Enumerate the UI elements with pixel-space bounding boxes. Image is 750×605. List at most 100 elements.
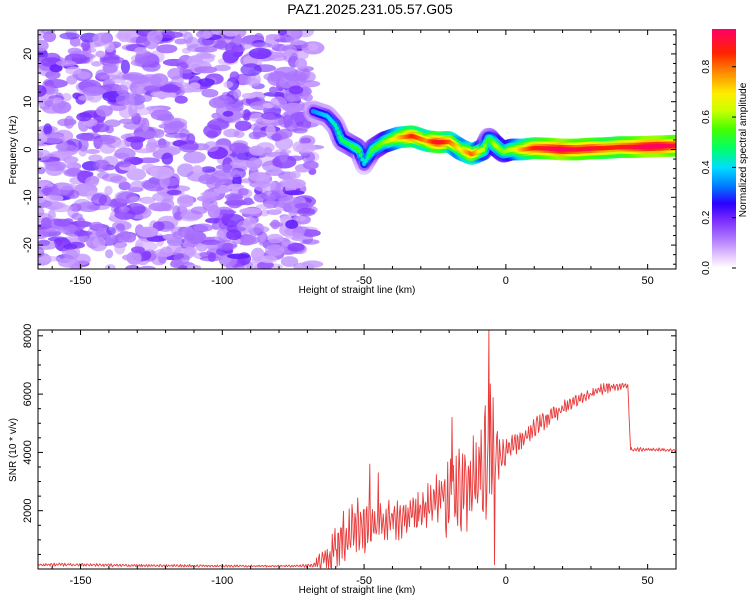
noise-blob <box>263 72 284 82</box>
y-tick-label: 6000 <box>22 382 34 406</box>
noise-blob <box>226 229 242 241</box>
noise-blob <box>137 157 160 164</box>
noise-blob <box>54 151 72 158</box>
noise-blob <box>284 190 305 196</box>
noise-blob <box>76 112 92 122</box>
noise-blob <box>125 203 146 215</box>
noise-blob <box>258 241 275 247</box>
noise-blob <box>41 133 65 144</box>
noise-blob <box>157 146 181 156</box>
noise-blob <box>159 31 184 39</box>
noise-blob <box>48 190 70 196</box>
noise-blob <box>51 100 72 114</box>
noise-blob <box>73 198 92 210</box>
ridge-segment <box>336 130 341 136</box>
noise-blob <box>95 50 106 58</box>
noise-blob <box>271 133 282 142</box>
y-tick-label: 8000 <box>22 324 34 348</box>
ridge-segment <box>481 147 486 152</box>
noise-blob <box>223 81 234 88</box>
noise-blob <box>93 124 110 133</box>
noise-blob <box>49 64 63 73</box>
bottom-y-axis: 2000 4000 6000 8000 <box>22 324 676 570</box>
noise-blob <box>104 185 113 196</box>
noise-blob <box>200 239 221 245</box>
noise-blob <box>172 205 181 219</box>
noise-blob <box>120 59 130 74</box>
noise-blob <box>222 163 232 173</box>
noise-blob <box>143 85 165 92</box>
noise-blob <box>164 132 188 138</box>
noise-blob <box>44 160 66 172</box>
noise-blob <box>302 160 319 170</box>
spectrogram-heatmap <box>38 30 676 269</box>
chart-title: PAZ1.2025.231.05.57.G05 <box>287 1 453 17</box>
ridge-segment <box>360 157 365 162</box>
y-tick-label: -10 <box>22 189 34 205</box>
noise-blob <box>38 133 48 144</box>
noise-blob <box>134 47 147 55</box>
noise-blob <box>265 124 276 137</box>
colorbar-tick-label: 0.6 <box>701 110 712 124</box>
noise-blob <box>167 68 183 80</box>
noise-blob <box>126 168 147 181</box>
x-tick-label: 50 <box>642 275 654 287</box>
x-tick-label: -150 <box>70 275 92 287</box>
noise-blob <box>203 141 219 153</box>
noise-blob <box>128 196 142 203</box>
noise-blob <box>240 63 262 77</box>
noise-blob <box>97 171 110 179</box>
noise-blob <box>296 143 317 153</box>
noise-blob <box>118 206 130 213</box>
noise-blob <box>176 194 194 208</box>
ridge-segment <box>673 143 676 148</box>
noise-blob <box>294 203 309 209</box>
y-tick-label: -20 <box>22 237 34 253</box>
noise-blob <box>104 264 116 269</box>
noise-blob <box>282 102 304 113</box>
noise-blob <box>163 117 188 129</box>
top-x-axis: -150 -100 -50 0 50 <box>51 30 677 287</box>
noise-blob <box>260 255 278 264</box>
x-tick-label: -100 <box>211 575 233 587</box>
top-y-axis-label: Frequency (Hz) <box>8 116 19 185</box>
noise-blob <box>38 84 47 97</box>
noise-blob <box>137 130 156 139</box>
noise-blob <box>138 265 156 269</box>
noise-blob <box>38 240 58 250</box>
noise-blob <box>118 118 134 125</box>
noise-blob <box>56 183 79 191</box>
noise-blob <box>252 125 263 140</box>
noise-blob <box>95 105 113 117</box>
noise-blob <box>229 159 253 169</box>
bottom-plot-frame <box>37 329 677 570</box>
noise-blob <box>162 177 180 187</box>
noise-blob <box>224 193 244 201</box>
noise-blob <box>114 147 136 160</box>
noise-blob <box>104 42 115 53</box>
noise-blob <box>189 82 201 89</box>
noise-blob <box>134 51 157 65</box>
colorbar-tick-label: 0.2 <box>701 210 712 224</box>
ridge-segment <box>334 126 339 131</box>
noise-blob <box>154 139 170 149</box>
noise-blob <box>196 242 208 252</box>
noise-blob <box>147 30 163 44</box>
noise-blob <box>161 152 174 165</box>
noise-blob <box>115 32 131 40</box>
noise-blob <box>260 111 282 120</box>
noise-blob <box>150 109 173 121</box>
noise-blob <box>89 221 104 230</box>
noise-blob <box>40 217 52 228</box>
noise-blob <box>105 249 114 259</box>
noise-blob <box>237 257 250 265</box>
noise-blob <box>67 259 80 269</box>
noise-blob <box>205 176 222 190</box>
noise-blob <box>125 136 146 143</box>
noise-blob <box>114 241 126 255</box>
top-y-axis: -20 -10 0 10 20 <box>22 34 676 265</box>
noise-blob <box>85 149 101 154</box>
